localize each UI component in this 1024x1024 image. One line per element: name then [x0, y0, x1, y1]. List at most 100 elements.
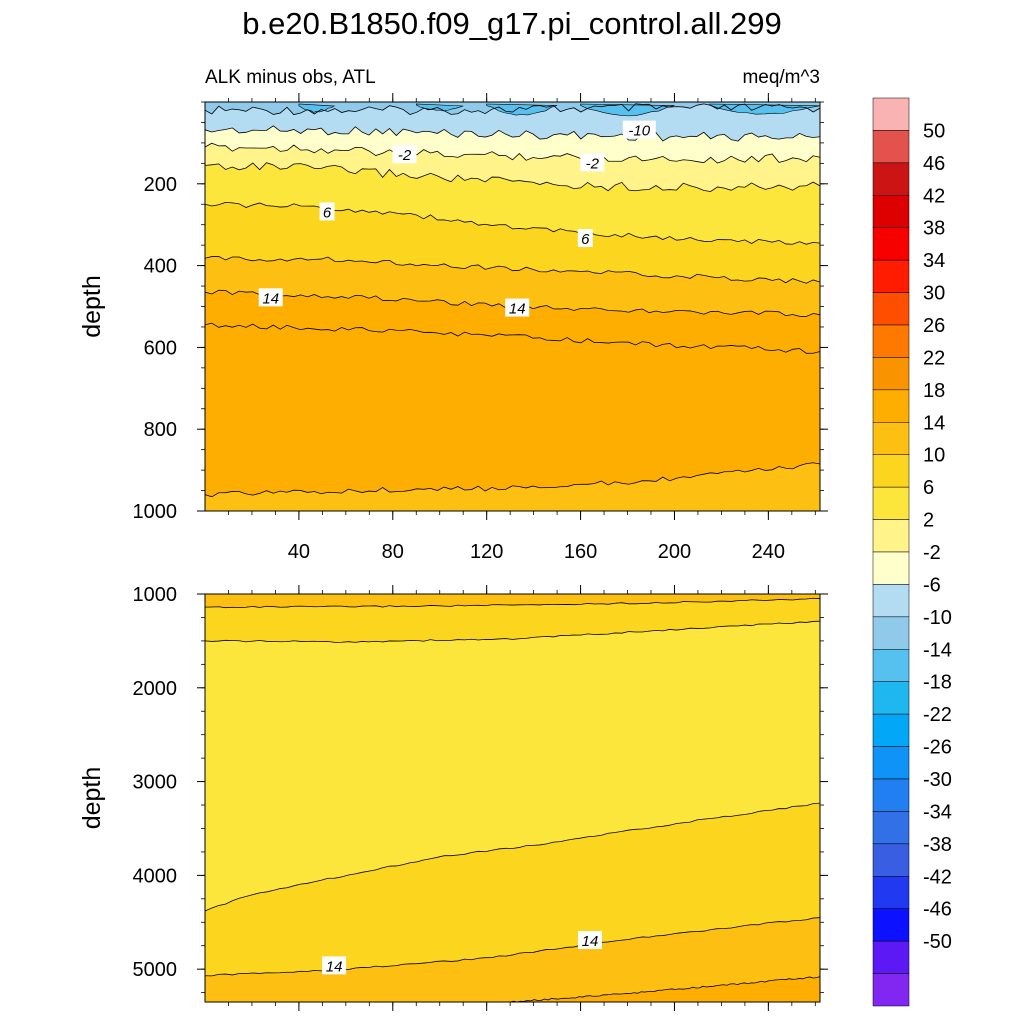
colorbar-label: 22	[923, 347, 945, 369]
colorbar-label: 2	[923, 510, 934, 532]
contour-label: 14	[577, 931, 602, 950]
contour-line	[204, 620, 821, 643]
lower-contour-labels: 14 14	[322, 931, 602, 975]
lower-contour-lines	[204, 597, 821, 1003]
contour-label-text: 14	[326, 958, 343, 975]
upper-axes: 200 400 600 800 1000 40 80 120 160 200 240 depth	[78, 93, 828, 563]
colorbar-swatch	[872, 389, 910, 423]
contour-line	[204, 201, 821, 245]
colorbar-swatch	[872, 940, 910, 974]
contour-line	[204, 802, 821, 912]
colorbar: 50 46 42 38 34 30 26 22 18 14 10 6 2 -2 -6 -10 -14 -18 -22…	[872, 97, 952, 1007]
contour-label-box	[580, 153, 605, 172]
contour-label: 14	[322, 956, 347, 975]
lower-panel: 1000 2000 3000 4000 5000 depth 14 14	[78, 584, 828, 1011]
colorbar-swatch	[872, 454, 910, 488]
panel-left-label: ALK minus obs, ATL	[205, 67, 376, 88]
colorbar-label: 14	[923, 412, 945, 434]
colorbar-label: -42	[923, 866, 952, 888]
y-tick-label: 5000	[133, 959, 178, 981]
colorbar-label: 26	[923, 315, 945, 337]
colorbar-swatch	[872, 227, 910, 261]
colorbar-swatch	[872, 551, 910, 585]
contour-line	[204, 142, 821, 164]
contour-line	[204, 917, 821, 977]
colorbar-swatch	[872, 843, 910, 877]
plot-frame	[204, 593, 821, 1003]
contour-label: 14	[258, 288, 283, 307]
contour-label-box	[577, 229, 593, 248]
colorbar-label: 34	[923, 250, 945, 272]
y-axis-label: depth	[78, 275, 106, 338]
colorbar-swatch	[872, 778, 910, 812]
contour-label-text: 14	[582, 933, 599, 950]
colorbar-swatch	[872, 746, 910, 780]
colorbar-label: 38	[923, 218, 945, 240]
colorbar-label: 42	[923, 185, 945, 207]
colorbar-label: -10	[923, 607, 952, 629]
colorbar-swatch	[872, 324, 910, 358]
contour-label: -10	[622, 120, 656, 140]
colorbar-swatch	[872, 259, 910, 293]
colorbar-label: 46	[923, 153, 945, 175]
contour-band	[205, 594, 820, 912]
contour-band	[205, 102, 820, 142]
contour-label-text: 6	[581, 231, 590, 248]
colorbar-label: -22	[923, 704, 952, 726]
colorbar-label: 50	[923, 120, 945, 142]
colorbar-swatch	[872, 649, 910, 682]
contour-line	[204, 162, 821, 192]
contour-label-text: 6	[323, 204, 332, 221]
contour-line	[204, 125, 821, 142]
x-tick-label: 160	[564, 541, 597, 563]
contour-label-box	[319, 202, 335, 221]
colorbar-swatch	[872, 422, 910, 455]
contour-label-box	[392, 145, 417, 164]
colorbar-label: 30	[923, 283, 945, 305]
y-tick-label: 2000	[133, 678, 178, 700]
y-tick-label: 600	[144, 337, 177, 359]
contour-label-text: 14	[262, 290, 279, 307]
x-tick-label: 80	[382, 541, 404, 563]
colorbar-label: -26	[923, 737, 952, 759]
colorbar-swatch	[872, 811, 910, 845]
y-tick-label: 1000	[133, 584, 178, 606]
upper-contour-fills	[205, 102, 821, 511]
lower-axes: 1000 2000 3000 4000 5000 depth	[78, 584, 828, 1011]
colorbar-swatch	[872, 195, 910, 228]
y-tick-label: 200	[144, 174, 177, 196]
colorbar-label: 10	[923, 445, 945, 467]
colorbar-label: -50	[923, 931, 952, 953]
colorbar-swatch	[872, 97, 910, 131]
colorbar-label: 6	[923, 477, 934, 499]
contour-line	[204, 597, 821, 609]
contour-band	[510, 976, 820, 1002]
x-tick-label: 40	[288, 541, 310, 563]
contour-band	[205, 917, 820, 1002]
contour-label-text: -2	[586, 155, 600, 172]
contour-line	[510, 976, 821, 1003]
colorbar-swatch	[872, 681, 910, 715]
x-tick-label: 240	[752, 541, 785, 563]
chart-title: b.e20.B1850.f09_g17.pi_control.all.299	[242, 6, 782, 41]
upper-panel: 200 400 600 800 1000 40 80 120 160 200 240 depth -1…	[78, 93, 828, 563]
x-tick-label: 200	[658, 541, 691, 563]
contour-line	[204, 103, 821, 116]
y-tick-label: 4000	[133, 865, 178, 887]
contour-label-text: 14	[509, 301, 526, 318]
colorbar-swatch	[872, 584, 910, 618]
y-tick-label: 1000	[133, 501, 178, 523]
colorbar-label: -18	[923, 672, 952, 694]
colorbar-label: -38	[923, 834, 952, 856]
contour-label-text: -2	[398, 147, 412, 164]
contour-label: -2	[580, 153, 605, 172]
colorbar-label: -46	[923, 899, 952, 921]
contour-line	[204, 256, 821, 284]
contour-label: 14	[505, 298, 530, 318]
upper-contour-labels: -10 -2 -2 6 6 14 14	[258, 120, 656, 318]
colorbar-label: -6	[923, 574, 941, 596]
colorbar-swatch	[872, 292, 910, 326]
y-tick-label: 3000	[133, 772, 178, 794]
contour-label-box	[622, 120, 656, 139]
